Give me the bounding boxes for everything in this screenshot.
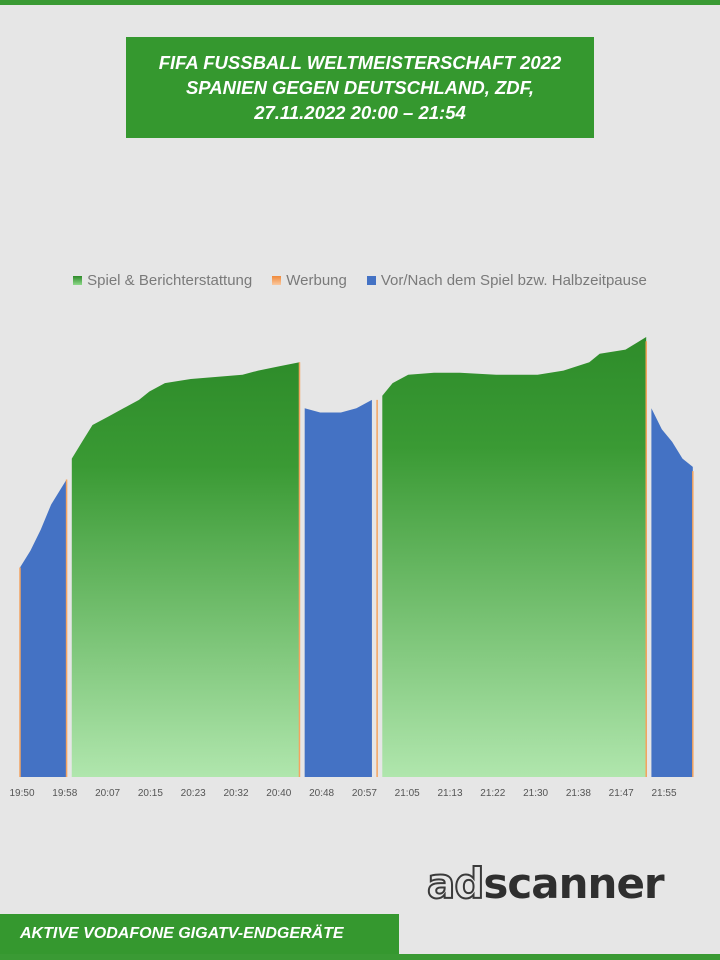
pre-post-area-4 [651, 408, 693, 777]
x-tick-label: 19:58 [52, 788, 77, 799]
game-area-3 [382, 337, 647, 777]
x-tick-label: 20:07 [95, 788, 120, 799]
x-tick-label: 21:55 [651, 788, 676, 799]
bottom-accent-bar [0, 954, 720, 960]
adscanner-logo: adscanner [426, 858, 665, 910]
x-tick-label: 21:22 [480, 788, 505, 799]
chart-areas [19, 337, 694, 777]
x-tick-label: 20:23 [181, 788, 206, 799]
x-axis-ticks: 19:50 19:58 20:07 20:15 20:23 20:32 20:40 20:48… [9, 788, 676, 799]
footer-banner: AKTIVE VODAFONE GIGATV-ENDGERÄTE [0, 914, 399, 954]
footer-label: AKTIVE VODAFONE GIGATV-ENDGERÄTE [20, 925, 344, 942]
legend-item-ads: Werbung [272, 272, 347, 289]
x-tick-label: 21:30 [523, 788, 548, 799]
logo-ad-part: ad [426, 858, 485, 909]
logo-scanner-part: scanner [483, 859, 664, 908]
legend-label-ads: Werbung [286, 272, 347, 289]
x-tick-label: 21:38 [566, 788, 591, 799]
x-tick-label: 20:57 [352, 788, 377, 799]
x-tick-label: 20:40 [266, 788, 291, 799]
legend-swatch-game [73, 276, 83, 285]
title-line-2: SPANIEN GEGEN DEUTSCHLAND, ZDF, [185, 77, 535, 98]
x-tick-label: 21:13 [437, 788, 462, 799]
legend-item-pre-post: Vor/Nach dem Spiel bzw. Halbzeitpause [366, 272, 647, 289]
x-tick-label: 20:48 [309, 788, 334, 799]
x-tick-label: 20:32 [223, 788, 248, 799]
chart-title-box: FIFA FUSSBALL WELTMEISTERSCHAFT 2022 SPA… [126, 37, 594, 138]
legend-swatch-ads [272, 276, 282, 285]
x-tick-label: 21:05 [395, 788, 420, 799]
pre-post-area-2 [304, 399, 372, 777]
top-accent-bar [0, 0, 720, 5]
chart-legend: Spiel & Berichterstattung Werbung Vor/Na… [0, 272, 720, 289]
legend-label-pre-post: Vor/Nach dem Spiel bzw. Halbzeitpause [380, 272, 647, 289]
x-tick-label: 19:50 [9, 788, 34, 799]
x-tick-label: 20:15 [138, 788, 163, 799]
legend-label-game: Spiel & Berichterstattung [87, 272, 253, 289]
pre-post-area-0 [20, 479, 67, 777]
x-tick-label: 21:47 [609, 788, 634, 799]
title-line-1: FIFA FUSSBALL WELTMEISTERSCHAFT 2022 [158, 52, 562, 73]
legend-swatch-pre-post [366, 276, 376, 285]
game-area-1 [71, 362, 300, 777]
title-line-3: 27.11.2022 20:00 – 21:54 [254, 102, 466, 123]
legend-item-game: Spiel & Berichterstattung [73, 272, 252, 289]
